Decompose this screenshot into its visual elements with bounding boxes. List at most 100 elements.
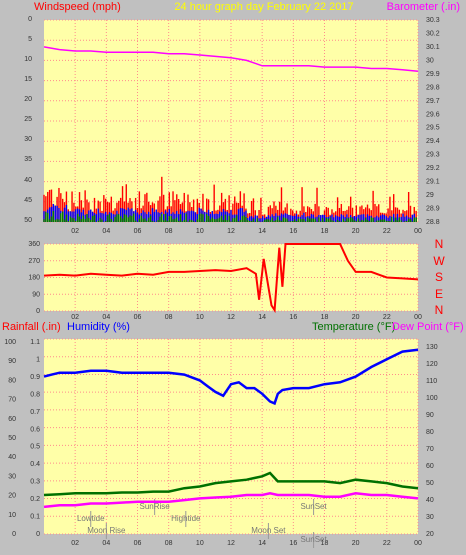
y-tick-label: 30.3 (426, 17, 440, 24)
y-tick-label: 0.5 (30, 444, 40, 451)
event-label: SunSet (300, 502, 327, 511)
x-tick-label: 14 (258, 540, 266, 547)
y-tick-label: 28.9 (426, 206, 440, 213)
rainfall-tick-labels: 0 0.1 0.2 0.3 0.4 0.5 0.6 0.7 0.8 0.9 1 1.1 (30, 339, 40, 538)
y-tick-label: 30.1 (426, 44, 440, 51)
temperature-tick-labels: 20 30 40 50 60 70 80 90 100 110 120 130 (426, 344, 438, 538)
y-tick-label: 360 (28, 241, 40, 248)
y-tick-label: 29 (426, 192, 434, 199)
y-tick-label: 130 (426, 344, 438, 351)
y-tick-label: 0 (28, 16, 32, 23)
y-tick-label: 35 (24, 156, 32, 163)
time-tick-labels: 02 04 06 08 10 12 14 16 18 20 22 00 (71, 228, 422, 235)
y-tick-label: 30 (426, 514, 434, 521)
windspeed-bars (43, 176, 417, 222)
x-tick-label: 10 (196, 228, 204, 235)
y-tick-label: 0 (36, 308, 40, 315)
x-tick-label: 20 (352, 540, 360, 547)
x-tick-label: 00 (414, 314, 422, 321)
event-label: Moon Set (251, 526, 286, 535)
y-tick-label: 1.1 (30, 339, 40, 346)
time-tick-labels: 02 04 06 08 10 12 14 16 18 20 22 00 (71, 540, 422, 547)
windspeed-tick-labels: 50 45 40 35 30 25 20 15 10 5 0 (24, 16, 32, 224)
time-tick-labels: 02 04 06 08 10 12 14 16 18 20 22 00 (71, 314, 422, 321)
x-tick-label: 08 (165, 314, 173, 321)
wind-direction-panel: 0 90 180 270 360 02 04 06 08 10 12 14 16 18 20 22 00 N … (28, 237, 445, 321)
compass-label-w: W (433, 254, 445, 268)
x-tick-label: 14 (258, 314, 266, 321)
compass-label-s: S (435, 270, 443, 284)
x-tick-label: 02 (71, 540, 79, 547)
x-tick-label: 18 (321, 314, 329, 321)
x-tick-label: 04 (102, 314, 110, 321)
x-tick-label: 14 (258, 228, 266, 235)
y-tick-label: 120 (426, 361, 438, 368)
y-tick-label: 28.8 (426, 219, 440, 226)
y-tick-label: 0 (36, 531, 40, 538)
dewpoint-axis-title: Dew Point (°F) (392, 321, 464, 333)
y-tick-label: 29.6 (426, 111, 440, 118)
x-tick-label: 08 (165, 540, 173, 547)
temperature-line (43, 471, 419, 497)
x-tick-label: 16 (289, 314, 297, 321)
y-tick-label: 29.1 (426, 179, 440, 186)
y-tick-label: 29.9 (426, 71, 440, 78)
humidity-axis-title: Humidity (%) (67, 321, 130, 333)
y-tick-label: 30 (426, 57, 434, 64)
barometer-axis-title: Barometer (.in) (387, 1, 460, 13)
y-tick-label: 50 (8, 435, 16, 442)
y-tick-label: 50 (24, 217, 32, 224)
x-tick-label: 06 (134, 540, 142, 547)
y-tick-label: 29.7 (426, 98, 440, 105)
y-tick-label: 110 (426, 378, 437, 385)
y-tick-label: 30 (24, 136, 32, 143)
y-tick-label: 10 (24, 56, 32, 63)
x-tick-label: 04 (102, 540, 110, 547)
y-tick-label: 0.7 (30, 409, 40, 416)
y-tick-label: 5 (28, 36, 32, 43)
humidity-tick-labels: 0 10 20 30 40 50 60 70 80 90 100 (4, 339, 16, 538)
x-tick-label: 20 (352, 314, 360, 321)
y-tick-label: 0.8 (30, 391, 40, 398)
y-tick-label: 29.8 (426, 84, 440, 91)
x-tick-label: 02 (71, 314, 79, 321)
y-tick-label: 0.6 (30, 426, 40, 433)
compass-labels: N W S E N (433, 237, 445, 317)
y-tick-label: 30 (8, 473, 16, 480)
compass-label-e: E (435, 287, 443, 301)
y-tick-label: 29.4 (426, 138, 440, 145)
x-tick-label: 16 (289, 228, 297, 235)
barometer-line (43, 46, 419, 72)
compass-label-n: N (435, 237, 444, 251)
y-tick-label: 100 (4, 339, 16, 346)
x-tick-label: 18 (321, 540, 329, 547)
windspeed-axis-title: Windspeed (mph) (34, 1, 121, 13)
y-tick-label: 90 (8, 358, 16, 365)
x-tick-label: 12 (227, 314, 235, 321)
x-tick-label: 18 (321, 228, 329, 235)
y-tick-label: 70 (8, 397, 16, 404)
temperature-axis-title: Temperature (°F) (312, 321, 395, 333)
y-tick-label: 0.1 (30, 514, 40, 521)
y-tick-label: 30.2 (426, 30, 440, 37)
y-tick-label: 0.9 (30, 374, 40, 381)
x-tick-label: 10 (196, 314, 204, 321)
direction-tick-labels: 0 90 180 270 360 (28, 241, 40, 315)
y-tick-label: 29.2 (426, 165, 440, 172)
x-tick-label: 12 (227, 228, 235, 235)
y-tick-label: 0 (12, 531, 16, 538)
y-tick-label: 45 (24, 197, 32, 204)
x-tick-label: 02 (71, 228, 79, 235)
y-tick-label: 20 (8, 493, 16, 500)
x-tick-label: 04 (102, 228, 110, 235)
y-tick-label: 15 (24, 76, 32, 83)
y-tick-label: 50 (426, 480, 434, 487)
x-tick-label: 16 (289, 540, 297, 547)
y-tick-label: 29.3 (426, 152, 440, 159)
wind-barometer-panel: 50 45 40 35 30 25 20 15 10 5 0 28.828.92… (24, 16, 440, 235)
event-label: Hightide (171, 514, 201, 523)
x-tick-label: 22 (383, 228, 391, 235)
